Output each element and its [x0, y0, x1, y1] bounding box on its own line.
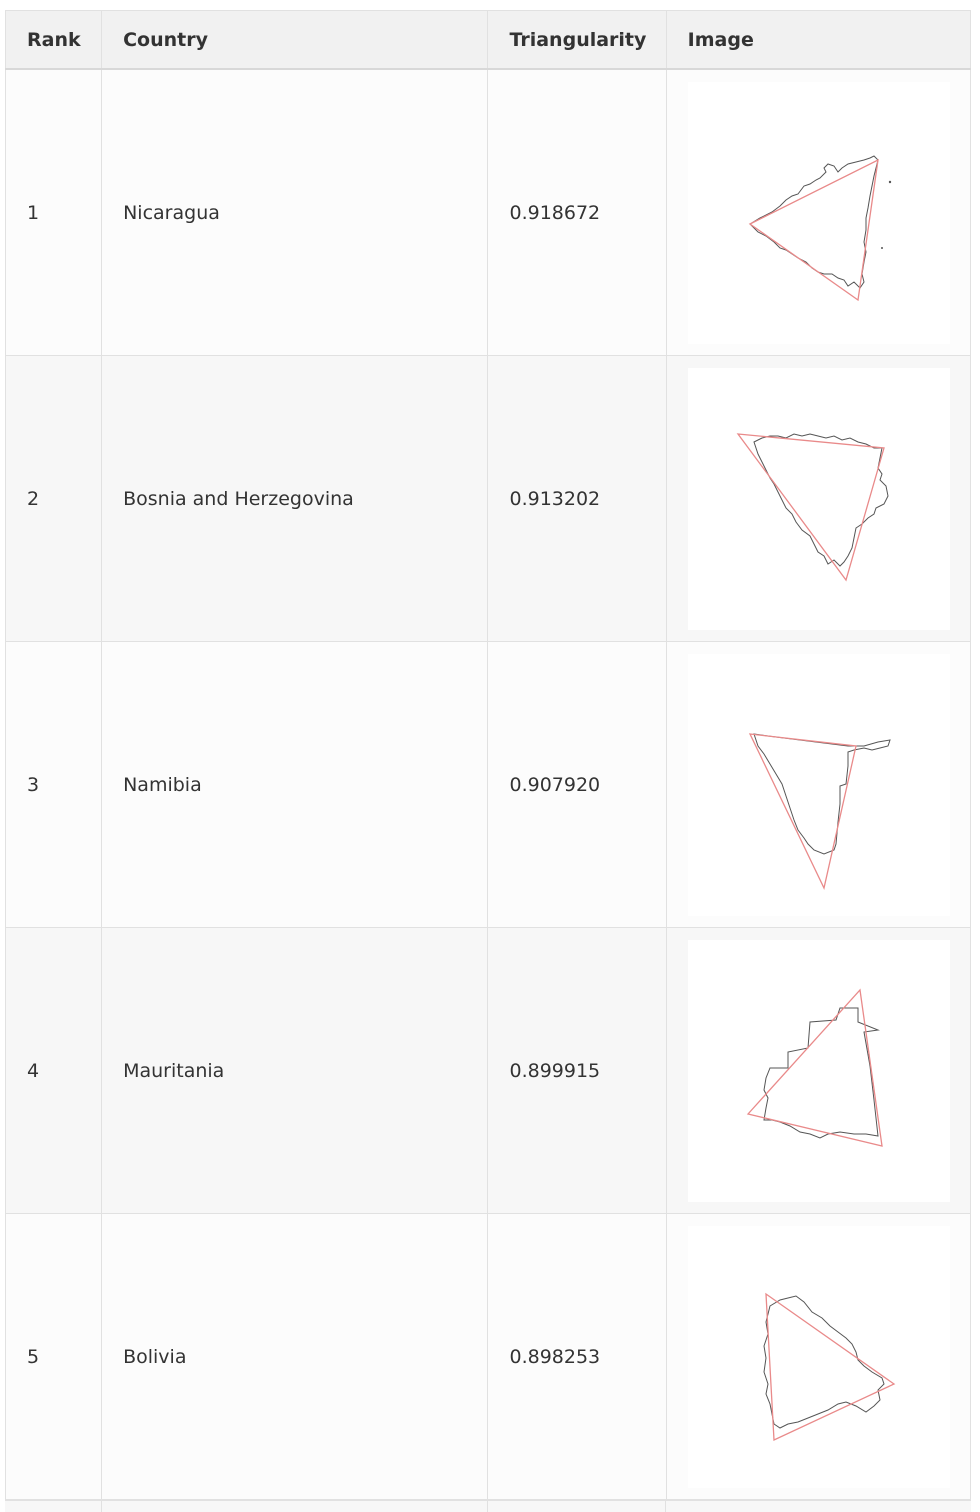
- country-cell: Bosnia and Herzegovina: [101, 355, 489, 642]
- bolivia-map-icon: [687, 1225, 950, 1488]
- image-cell: [665, 927, 972, 1214]
- country-cell: Bolivia: [101, 1213, 489, 1500]
- namibia-map-icon: [687, 653, 950, 916]
- rank-cell: 1: [4, 68, 103, 356]
- image-cell: [665, 355, 972, 642]
- image-cell: [665, 1213, 972, 1500]
- header-rank[interactable]: Rank: [4, 10, 103, 70]
- table-row: 1 Nicaragua 0.918672: [4, 68, 972, 356]
- triangularity-cell: 0.918672: [487, 68, 667, 356]
- rank-cell: 4: [4, 927, 103, 1214]
- header-triangularity[interactable]: Triangularity: [487, 10, 667, 70]
- image-cell: [665, 641, 972, 928]
- table-row: 4 Mauritania 0.899915: [4, 927, 972, 1214]
- triangularity-cell: 0.898253: [487, 1213, 667, 1500]
- header-country[interactable]: Country: [101, 10, 489, 70]
- rank-cell: 5: [4, 1213, 103, 1500]
- table-row: 3 Namibia 0.907920: [4, 641, 972, 928]
- table-row-partial: [5, 1500, 971, 1512]
- nicaragua-map-icon: [687, 81, 950, 344]
- table-row: 2 Bosnia and Herzegovina 0.913202: [4, 355, 972, 642]
- country-cell: Nicaragua: [101, 68, 489, 356]
- triangularity-cell: 0.913202: [487, 355, 667, 642]
- country-cell: Mauritania: [101, 927, 489, 1214]
- triangularity-cell: 0.899915: [487, 927, 667, 1214]
- table-row: 5 Bolivia 0.898253: [4, 1213, 972, 1500]
- image-cell: [665, 68, 972, 356]
- mauritania-map-icon: [687, 939, 950, 1202]
- rank-cell: 3: [4, 641, 103, 928]
- triangularity-table: Rank Country Triangularity Image 1 Nicar…: [4, 10, 972, 1500]
- bosnia-map-icon: [687, 367, 950, 630]
- table-header-row: Rank Country Triangularity Image: [4, 10, 972, 70]
- country-cell: Namibia: [101, 641, 489, 928]
- header-image[interactable]: Image: [665, 10, 972, 70]
- rank-cell: 2: [4, 355, 103, 642]
- triangularity-cell: 0.907920: [487, 641, 667, 928]
